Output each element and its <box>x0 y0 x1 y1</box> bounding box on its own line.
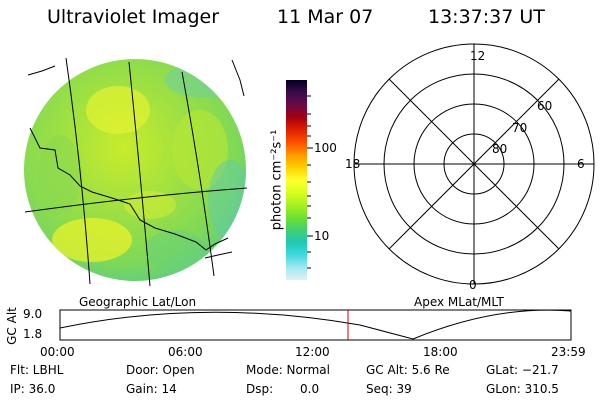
mlt-label-0: 0 <box>469 278 477 292</box>
glat-info: GLat: −21.7 <box>486 363 559 377</box>
time-tick: 18:00 <box>423 345 458 359</box>
colorbar-tick-label: 10 <box>314 229 330 243</box>
altitude-ytick: 9.0 <box>23 307 43 321</box>
instrument-title: Ultraviolet Imager <box>47 6 220 28</box>
observation-time: 13:37:37 UT <box>428 6 545 28</box>
meridian-line <box>128 61 151 287</box>
parallel-line <box>24 187 248 213</box>
colorbar-unit-label: photon cm⁻²s⁻¹ <box>269 129 285 231</box>
meridian-line <box>65 57 91 285</box>
time-tick: 23:59 <box>551 345 586 359</box>
time-tick: 00:00 <box>40 345 75 359</box>
altitude-curve <box>59 309 572 340</box>
dsp-value: 0.0 <box>300 382 320 396</box>
door-info: Door: Open <box>126 363 195 377</box>
altitude-ylabel: GC Alt <box>5 307 19 345</box>
mlat-label-70: 70 <box>512 121 528 135</box>
mlt-label-6: 6 <box>577 157 585 171</box>
time-tick: 06:00 <box>168 345 203 359</box>
time-tick: 12:00 <box>295 345 330 359</box>
colorbar <box>286 80 307 280</box>
observation-date: 11 Mar 07 <box>277 6 374 28</box>
glon-info: GLon: 310.5 <box>486 382 559 396</box>
mlat-label-80: 80 <box>492 142 508 156</box>
coastline <box>231 59 245 97</box>
mlt-label-12: 12 <box>470 49 486 63</box>
dsp-label: Dsp: <box>246 382 274 396</box>
seq-info: Seq: 39 <box>366 382 412 396</box>
altitude-plot <box>59 309 572 341</box>
ip-info: IP: 36.0 <box>10 382 56 396</box>
altitude-ytick: 1.8 <box>23 327 43 341</box>
coastline <box>29 127 229 251</box>
coastline <box>204 251 233 259</box>
mlat-label-60: 60 <box>537 99 553 113</box>
gain-info: Gain: 14 <box>126 382 177 396</box>
polar-grid <box>353 43 595 285</box>
gc-alt-info: GC Alt: 5.6 Re <box>366 363 450 377</box>
geographic-grid <box>24 57 248 287</box>
coastline <box>27 65 56 76</box>
auroral-image <box>24 59 246 281</box>
meridian-line <box>181 71 215 277</box>
geographic-caption: Geographic Lat/Lon <box>79 295 197 309</box>
magnetic-caption: Apex MLat/MLT <box>414 295 504 309</box>
colorbar-tick-label: 100 <box>314 141 337 155</box>
colorbar-ticks <box>307 95 313 269</box>
mode-info: Mode: Normal <box>246 363 330 377</box>
filter-info: Flt: LBHL <box>10 363 64 377</box>
mlt-label-18: 18 <box>345 157 361 171</box>
